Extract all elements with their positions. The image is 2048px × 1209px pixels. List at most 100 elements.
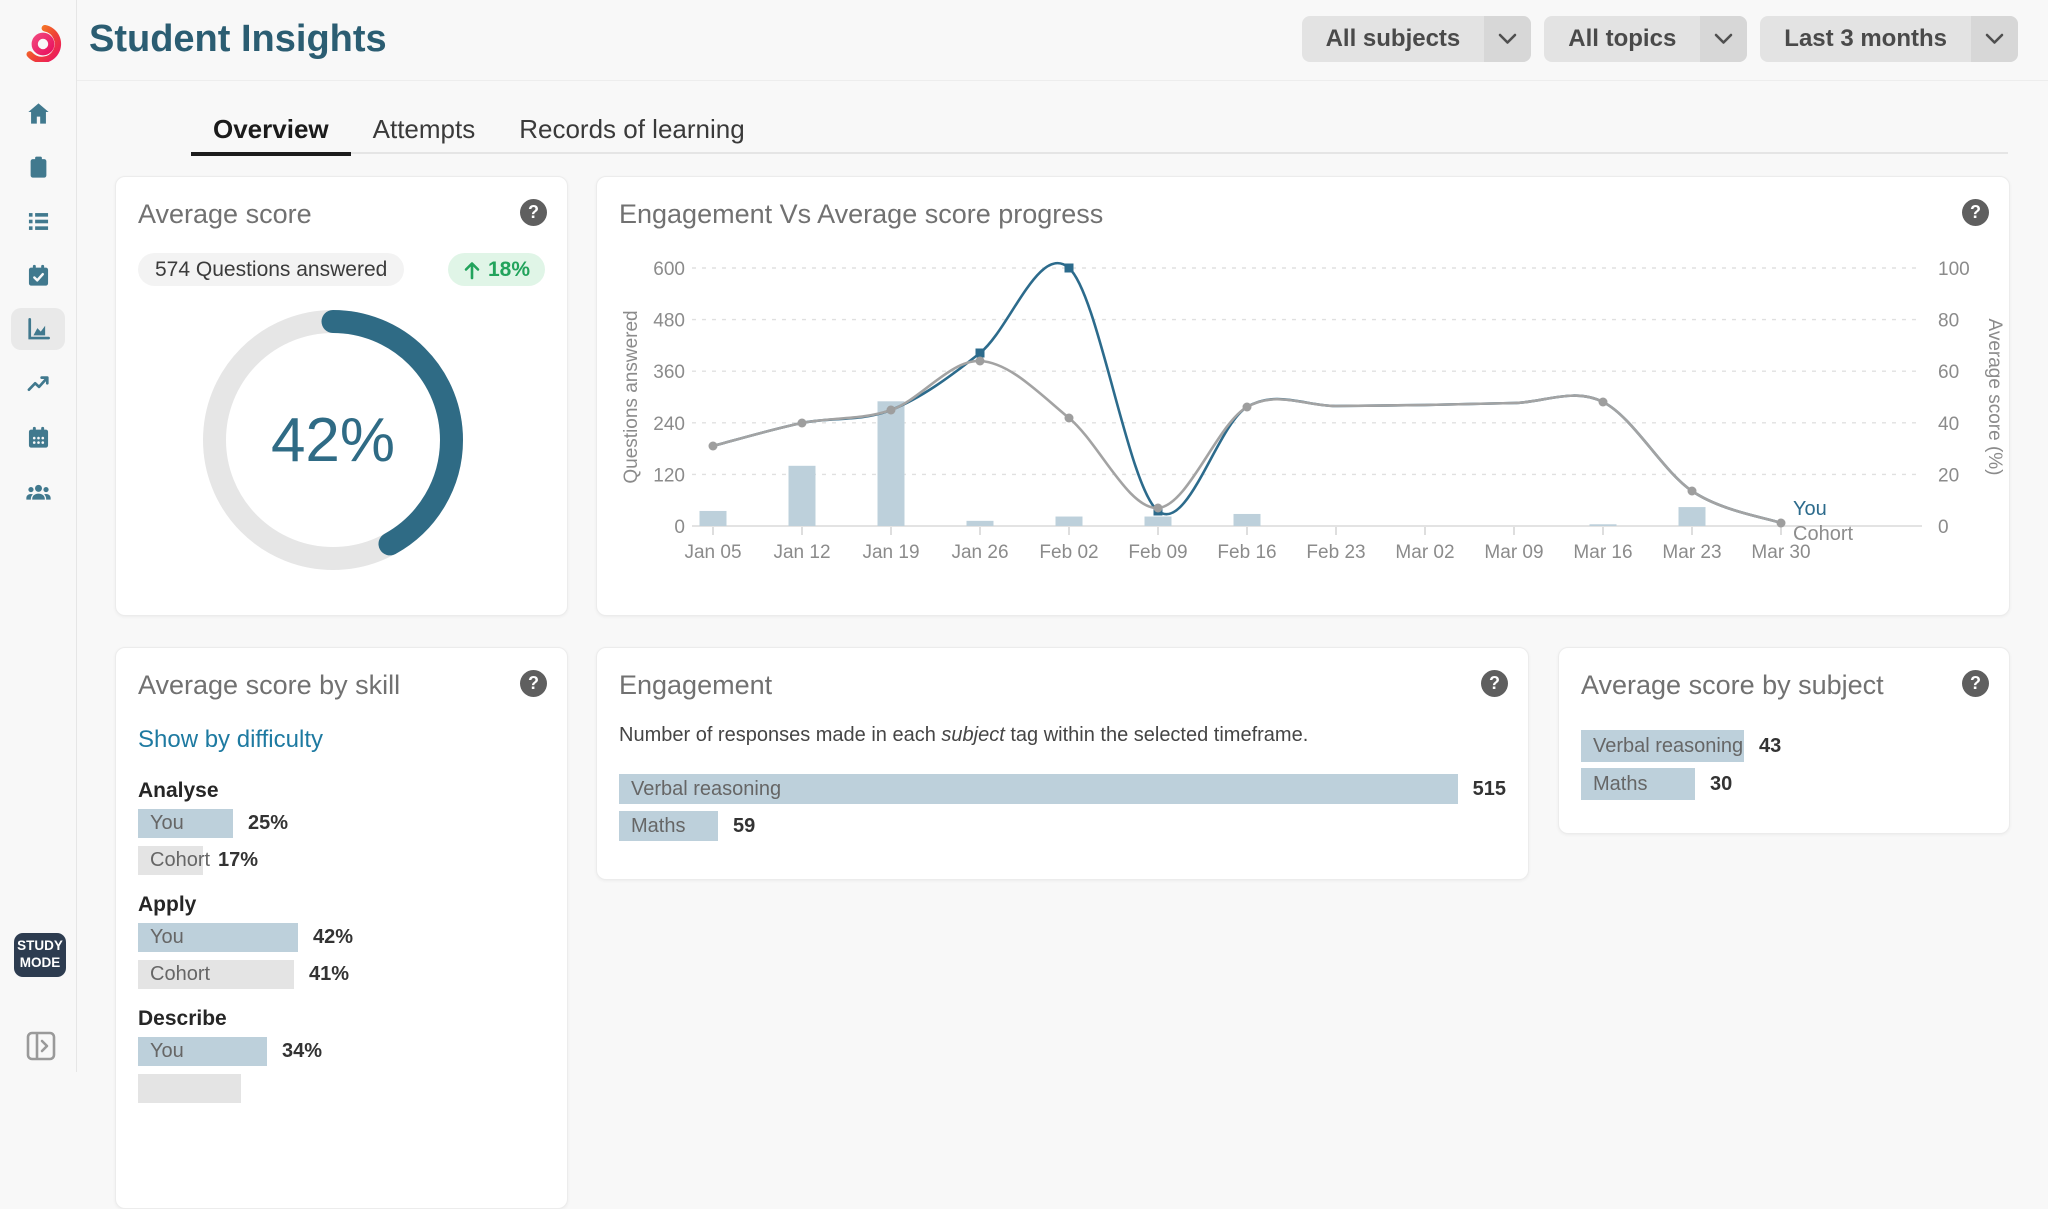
cohort-line-marker: [1599, 398, 1608, 407]
left-axis-tick: 360: [653, 362, 685, 383]
average-score-donut: 42%: [193, 300, 473, 580]
desc-italic: subject: [941, 724, 1004, 746]
cohort-line-marker: [709, 442, 718, 451]
help-icon[interactable]: ?: [520, 199, 547, 226]
calendar-icon: [25, 424, 52, 451]
score-by-skill-card: Average score by skill ? Show by difficu…: [115, 647, 568, 1209]
bar-label: You: [138, 926, 184, 949]
bar-row-verbal-reasoning: Verbal reasoning 43: [1581, 730, 1987, 762]
chart-bar: [1145, 517, 1172, 526]
help-icon[interactable]: ?: [520, 670, 547, 697]
chart-bar: [878, 401, 905, 526]
home-icon: [25, 100, 52, 127]
bar-label: Cohort: [138, 849, 210, 872]
right-axis-tick: 40: [1938, 414, 1959, 435]
x-axis-label: Jan 26: [951, 542, 1008, 563]
average-score-card: Average score ? 574 Questions answered 1…: [115, 176, 568, 616]
calendar-check-icon: [25, 262, 52, 289]
x-axis-label: Feb 09: [1128, 542, 1187, 563]
card-title: Average score by subject: [1581, 670, 1884, 701]
chart-bar: [1590, 524, 1617, 526]
left-axis-tick: 480: [653, 311, 685, 332]
right-axis-tick: 20: [1938, 465, 1959, 486]
right-axis-tick: 80: [1938, 311, 1959, 332]
clipboard-icon: [25, 154, 52, 181]
x-axis-label: Feb 16: [1217, 542, 1276, 563]
bar-you: You: [138, 1037, 267, 1066]
sidebar-expand-icon[interactable]: [26, 1030, 56, 1062]
bar-cohort: Cohort: [138, 960, 294, 989]
sidebar-item-calendar-check[interactable]: [11, 254, 65, 296]
sidebar-item-home[interactable]: [11, 92, 65, 134]
x-axis-label: Jan 12: [773, 542, 830, 563]
skill-group-analyse: AnalyseYou25%Cohort17%: [138, 780, 545, 875]
bar-maths: Maths: [1581, 768, 1695, 800]
chart-bar: [789, 466, 816, 526]
sidebar-item-trend-chart[interactable]: [11, 362, 65, 404]
page-title: Student Insights: [89, 18, 387, 61]
x-axis-label: Mar 02: [1395, 542, 1454, 563]
sidebar-item-users[interactable]: [11, 470, 65, 512]
engagement-bars: Verbal reasoning 515 Maths59: [619, 774, 1506, 848]
dropdown-value: All subjects: [1302, 16, 1485, 62]
help-icon[interactable]: ?: [1481, 670, 1508, 697]
bar-verbal-reasoning: Verbal reasoning: [619, 774, 1458, 804]
legend-you-label: You: [1793, 498, 1827, 520]
tab-overview[interactable]: Overview: [191, 106, 351, 156]
card-title: Engagement Vs Average score progress: [619, 199, 1103, 230]
engagement-card: Engagement ? Number of responses made in…: [596, 647, 1529, 880]
chevron-down-icon: [1700, 16, 1747, 62]
bar-verbal-reasoning: Verbal reasoning: [1581, 730, 1744, 762]
bar-label: Cohort: [138, 963, 210, 986]
bar-row-you: You42%: [138, 923, 545, 952]
bar-value: 43: [1759, 735, 1781, 758]
tab-attempts[interactable]: Attempts: [351, 106, 498, 152]
bar-you: You: [138, 923, 298, 952]
bar-row-maths: Maths59: [619, 811, 1506, 841]
chart-bar: [1056, 517, 1083, 526]
study-mode-badge[interactable]: STUDY MODE: [14, 933, 66, 977]
bar-row-verbal-reasoning: Verbal reasoning 515: [619, 774, 1506, 804]
show-by-difficulty-link[interactable]: Show by difficulty: [138, 726, 323, 754]
skill-groups: AnalyseYou25%Cohort17%ApplyYou42%Cohort4…: [138, 780, 545, 1122]
bar-maths: Maths: [619, 811, 718, 841]
trend-chart-icon: [25, 370, 52, 397]
arrow-up-icon: [463, 260, 481, 280]
right-axis-title: Average score (%): [1984, 319, 2005, 476]
sidebar: STUDY MODE: [0, 0, 77, 1072]
skill-group-name: Describe: [138, 1008, 545, 1029]
dropdown-value: All topics: [1544, 16, 1700, 62]
bar-you: You: [138, 809, 233, 838]
app-logo[interactable]: [20, 18, 64, 62]
filter-dropdown-last-3-months[interactable]: Last 3 months: [1760, 16, 2018, 62]
x-axis-label: Feb 02: [1039, 542, 1098, 563]
score-delta-badge: 18%: [448, 253, 545, 286]
chart-bar: [1679, 507, 1706, 526]
right-axis-tick: 0: [1938, 517, 1949, 538]
subject-bars: Verbal reasoning 43 Maths 30: [1581, 730, 1987, 806]
donut-percent-label: 42%: [271, 406, 395, 475]
x-axis-label: Jan 19: [862, 542, 919, 563]
help-icon[interactable]: ?: [1962, 199, 1989, 226]
cohort-line-marker: [1154, 504, 1163, 513]
bar-value: 30: [1710, 773, 1732, 796]
left-axis-tick: 120: [653, 465, 685, 486]
list-icon: [25, 208, 52, 235]
sidebar-item-clipboard[interactable]: [11, 146, 65, 188]
you-line: [713, 263, 1781, 523]
bar-cohort: Cohort: [138, 846, 203, 875]
x-axis-label: Mar 30: [1751, 542, 1810, 563]
filter-dropdown-all-subjects[interactable]: All subjects: [1302, 16, 1532, 62]
bar-value: 515: [1473, 778, 1506, 801]
card-title: Engagement: [619, 670, 772, 701]
x-axis-label: Mar 16: [1573, 542, 1632, 563]
sidebar-item-calendar[interactable]: [11, 416, 65, 458]
tab-bar: OverviewAttemptsRecords of learning: [191, 106, 2008, 154]
sidebar-item-area-chart[interactable]: [11, 308, 65, 350]
help-icon[interactable]: ?: [1962, 670, 1989, 697]
sidebar-item-list[interactable]: [11, 200, 65, 242]
x-axis-label: Jan 05: [684, 542, 741, 563]
questions-answered-pill: 574 Questions answered: [138, 253, 404, 286]
filter-dropdown-all-topics[interactable]: All topics: [1544, 16, 1747, 62]
tab-records-of-learning[interactable]: Records of learning: [497, 106, 766, 152]
